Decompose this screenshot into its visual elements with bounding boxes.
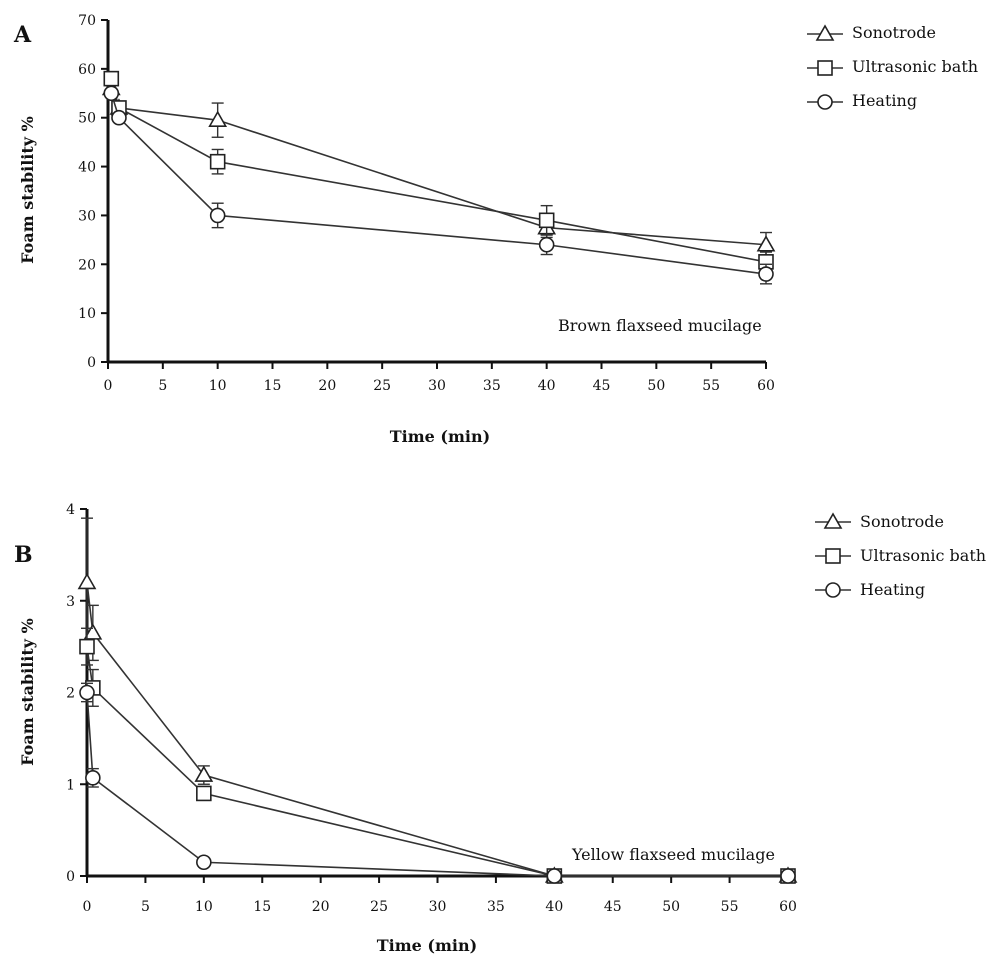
panel-a-x-tick-label: 45 — [593, 378, 611, 394]
panel-b-x-tick-label: 5 — [141, 899, 150, 915]
panel-b-series-sonotrode-point — [194, 765, 214, 782]
panel-a-series-heating-point — [758, 266, 774, 282]
panel-b-x-tick-label: 25 — [370, 899, 388, 915]
panel-a-x-tick-label: 40 — [538, 378, 556, 394]
panel-a-label: A — [13, 22, 32, 48]
panel-a-x-tick-label: 55 — [702, 378, 720, 394]
panel-b-x-tick-label: 10 — [195, 899, 213, 915]
panel-a-y-tick-label: 70 — [78, 13, 96, 29]
panel-b-series-heating-point — [79, 684, 95, 701]
panel-a-series-heating-point — [538, 236, 555, 253]
panel-b-x-axis-title: Time (min) — [377, 936, 477, 955]
panel-a-y-tick-label: 0 — [87, 355, 96, 371]
panel-b-legend-label-heating: Heating — [860, 580, 925, 599]
panel-a-legend-sonotrode-swatch-marker — [815, 24, 835, 41]
panel-a-series-heating-point — [209, 207, 226, 224]
panel-b-y-tick-label: 0 — [66, 869, 75, 885]
panel-a-series-sonotrode-point — [756, 235, 776, 252]
panel-b-legend-label-sonotrode: Sonotrode — [860, 512, 944, 531]
panel-a-legend-ultrasonic-bath-swatch-marker — [817, 60, 833, 76]
panel-b-annotation: Yellow flaxseed mucilage — [571, 845, 775, 864]
panel-b-legend-label-ultrasonic-bath: Ultrasonic bath — [860, 546, 986, 565]
panel-a-series-heating-point — [103, 85, 120, 102]
panel-b-series-ultrasonic-bath-point — [196, 785, 212, 802]
panel-a-y-tick-label: 30 — [78, 208, 96, 224]
panel-b-series-heating-point — [780, 868, 796, 884]
panel-b-x-tick-label: 15 — [253, 899, 271, 915]
panel-a-series-ultrasonic-bath-point — [538, 212, 555, 229]
panel-a-y-tick-label: 50 — [78, 111, 96, 127]
panel-b-series-sonotrode-point — [77, 572, 97, 590]
panel-a-y-tick-label: 10 — [78, 306, 96, 322]
panel-b-series-heating-point — [85, 770, 101, 786]
panel-b-x-tick-label: 35 — [487, 899, 505, 915]
panel-a-series-ultrasonic-bath — [103, 70, 774, 273]
panel-a-series-sonotrode-point — [208, 110, 228, 127]
panel-a-series-sonotrode — [101, 78, 776, 258]
panel-b-series-sonotrode-line — [86, 582, 788, 877]
panel-b-x-tick-label: 50 — [662, 899, 680, 915]
panel-a-y-tick-label: 20 — [78, 257, 96, 273]
panel-a-plot-area: 0 10 20 30 40 50 60 70 0 5 10 15 20 25 30 35 40 45 50 55 60 — [78, 13, 776, 394]
panel-a-legend-heating-swatch-marker — [817, 94, 833, 110]
panel-b-y-tick-label: 2 — [66, 686, 75, 702]
panel-a-x-tick-label: 20 — [318, 378, 336, 394]
panel-b-y-tick-label: 4 — [66, 502, 75, 518]
panel-a-x-tick-label: 50 — [647, 378, 665, 394]
panel-a-annotation: Brown flaxseed mucilage — [558, 316, 762, 335]
panel-b-legend-heating-swatch-marker — [825, 582, 841, 598]
panel-a-x-tick-label: 15 — [264, 378, 282, 394]
panel-a-x-tick-label: 25 — [373, 378, 391, 394]
panel-a-x-tick-label: 60 — [757, 378, 775, 394]
panel-b-y-tick-label: 3 — [66, 594, 75, 610]
panel-b-x-tick-label: 60 — [779, 899, 797, 915]
panel-a-y-tick-label: 40 — [78, 160, 96, 176]
panel-b-series-heating-point — [546, 868, 563, 884]
panel-a-legend-label-heating: Heating — [852, 91, 917, 110]
panel-a-y-tick-label: 60 — [78, 62, 96, 78]
panel-a-x-tick-label: 0 — [104, 378, 113, 394]
panel-a-series-sonotrode-line — [110, 88, 767, 246]
panel-a-x-tick-label: 30 — [428, 378, 446, 394]
panel-a-series-heating — [103, 85, 774, 285]
panel-a-x-axis-title: Time (min) — [390, 427, 490, 446]
panel-b-x-tick-label: 20 — [312, 899, 330, 915]
panel-b-legend: Sonotrode Ultrasonic bath Heating — [815, 512, 986, 599]
panel-b-series-heating — [79, 682, 796, 884]
panel-b-x-tick-label: 45 — [604, 899, 622, 915]
panel-a-series-ultrasonic-bath-point — [209, 153, 226, 170]
panel-b-legend-sonotrode-swatch-marker — [823, 512, 843, 529]
panel-a-y-axis-title: Foam stability % — [18, 116, 37, 264]
panel-a-x-tick-label: 10 — [209, 378, 227, 394]
panel-a-series-heating-line — [110, 93, 767, 275]
panel-b-label: B — [14, 542, 33, 568]
panel-a-x-tick-label: 5 — [158, 378, 167, 394]
panel-b-y-axis-title: Foam stability % — [18, 618, 37, 766]
panel-b-y-tick-label: 1 — [66, 777, 75, 793]
panel-a-legend-label-sonotrode: Sonotrode — [852, 23, 936, 42]
panel-b-series-heating-point — [196, 854, 212, 871]
panel-b-x-tick-label: 55 — [721, 899, 739, 915]
panel-a-x-tick-label: 35 — [483, 378, 501, 394]
panel-a-series-ultrasonic-bath-point — [103, 70, 120, 87]
panel-a: A 0 10 20 30 40 50 60 70 0 5 10 15 20 25 30 35 40 45 50 55 6… — [13, 13, 978, 446]
panel-a-series-heating-point — [111, 109, 127, 126]
panel-b-legend-ultrasonic-bath-swatch-marker — [825, 548, 841, 564]
panel-b-series-sonotrode — [77, 517, 798, 883]
panel-b-series-ultrasonic-bath-point — [79, 638, 95, 655]
panel-b-x-tick-label: 30 — [429, 899, 447, 915]
panel-b-x-tick-label: 40 — [545, 899, 563, 915]
panel-a-legend: Sonotrode Ultrasonic bath Heating — [807, 23, 978, 110]
panel-a-legend-label-ultrasonic-bath: Ultrasonic bath — [852, 57, 978, 76]
panel-b-x-tick-label: 0 — [83, 899, 92, 915]
